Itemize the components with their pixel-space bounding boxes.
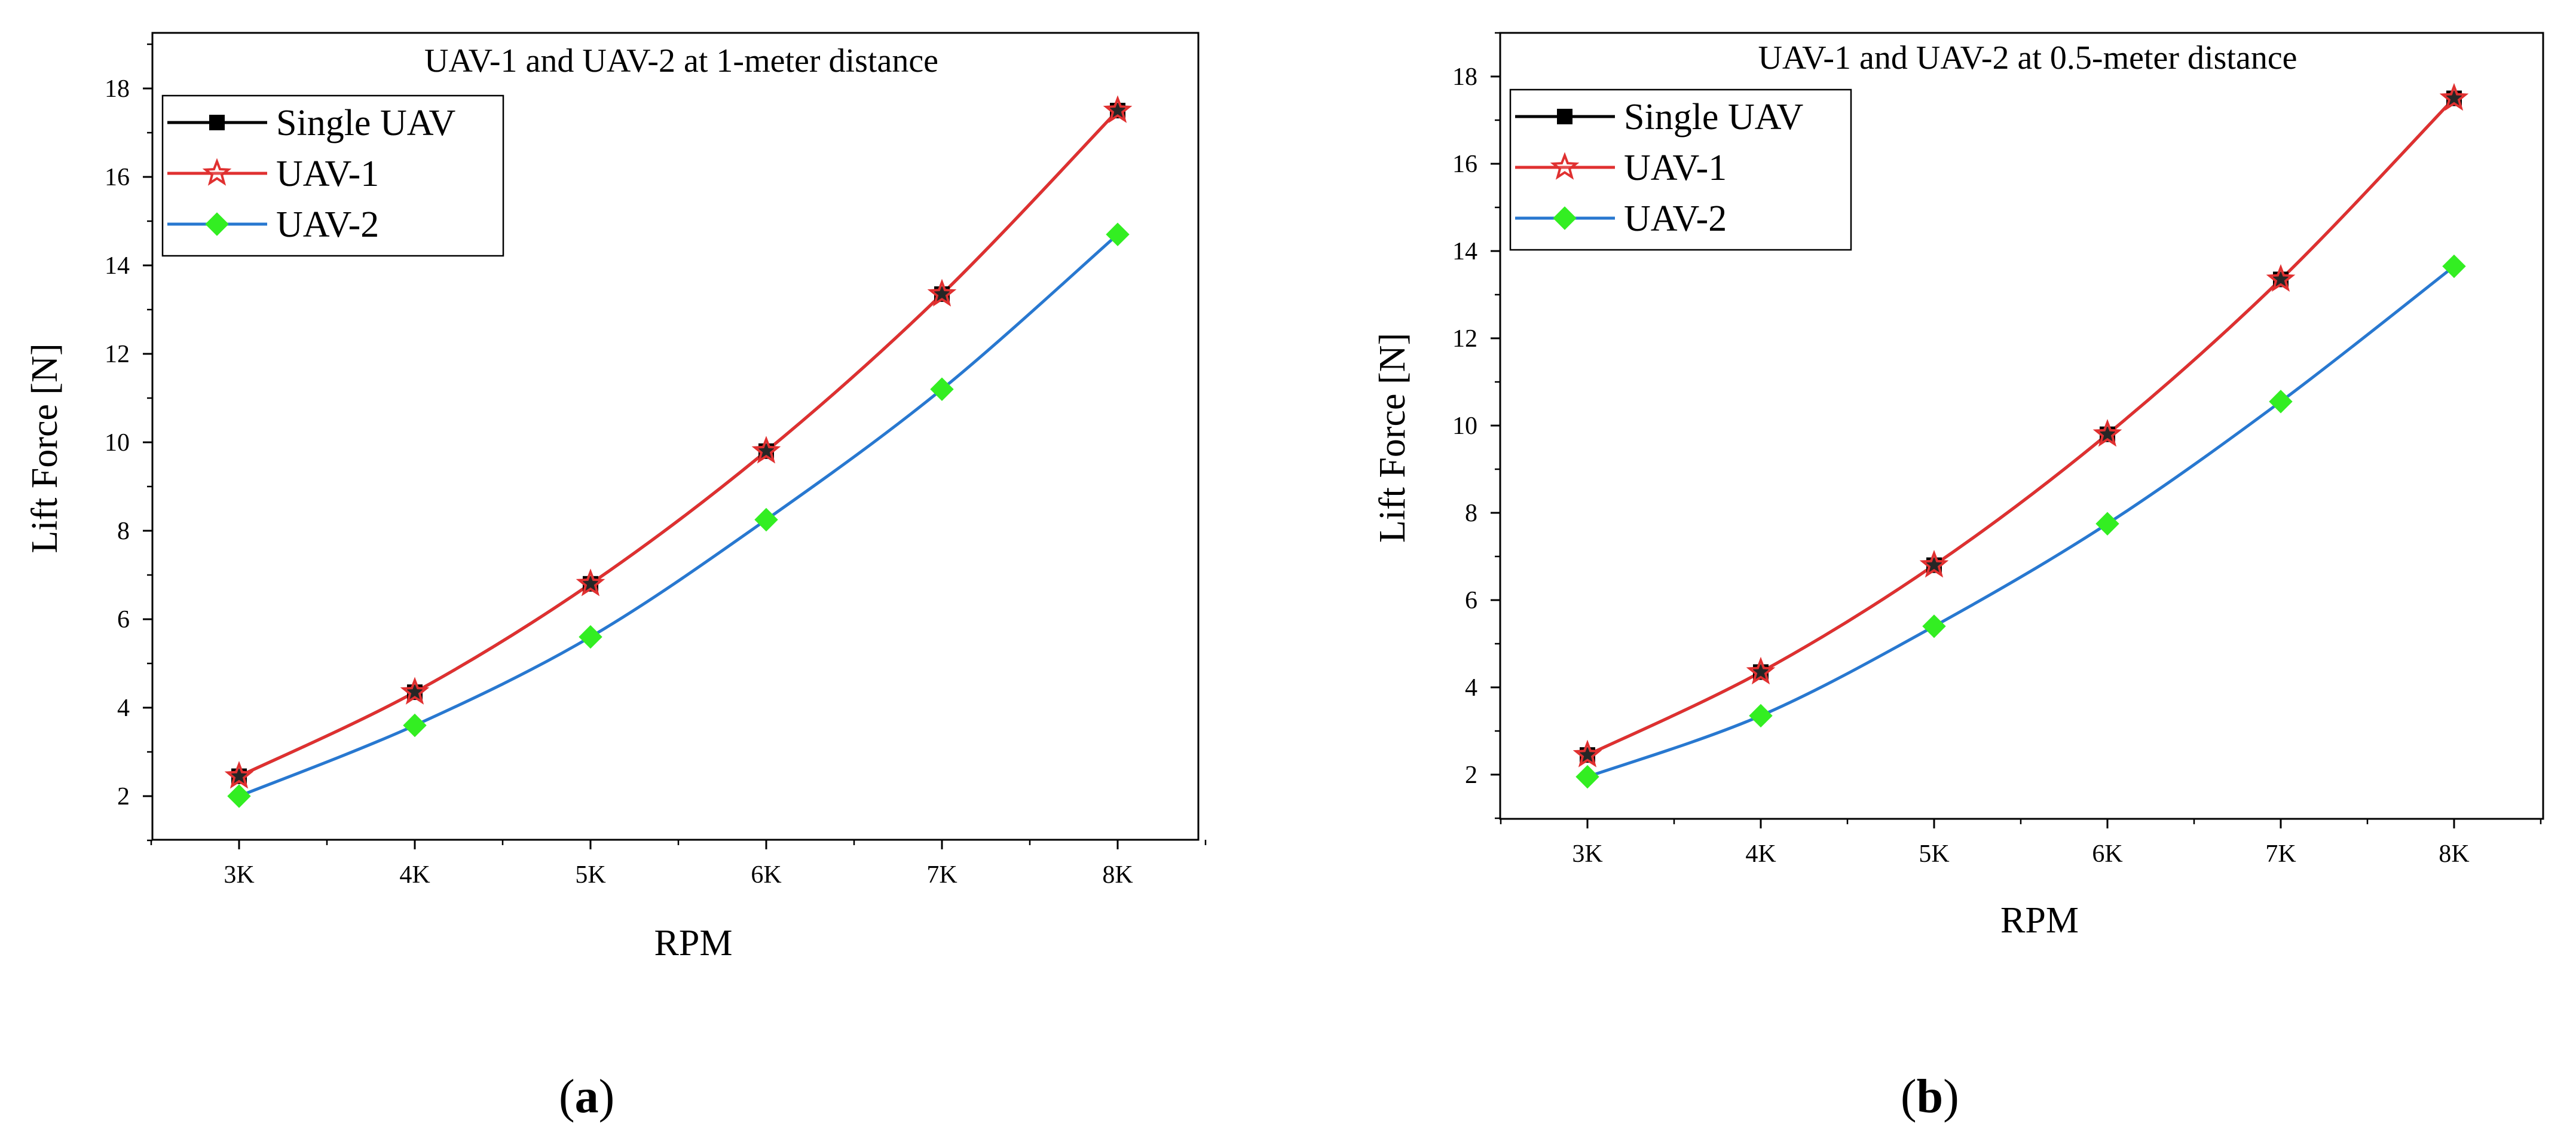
data-point-uav-1 [927,279,957,307]
y-axis-label: Lift Force [N] [1372,333,1413,543]
caption-a: (a) [559,1070,615,1123]
caption-b: (b) [1901,1070,1959,1123]
x-axis-label: RPM [2000,900,2079,941]
legend-marker-uav-2 [205,212,229,236]
data-point-uav-2 [403,713,427,738]
y-tick-label: 10 [1452,412,1477,440]
x-tick-label: 3K [1572,840,1602,868]
data-point-uav-1 [400,677,430,705]
data-point-uav-2 [2442,254,2466,279]
series-line-uav-1 [238,109,1119,778]
y-tick-label: 14 [1452,238,1477,265]
y-tick-label: 4 [117,695,130,722]
data-point-uav-1 [751,436,781,464]
plot-frame [151,32,1200,841]
x-axis-label: RPM [654,923,733,963]
y-tick-label: 12 [105,341,130,368]
data-point-uav-2 [2095,512,2119,536]
x-tick-label: 5K [1919,840,1949,868]
x-tick-label: 4K [399,861,430,889]
x-tick-label: 8K [2439,840,2469,868]
y-tick-label: 14 [105,252,130,280]
data-point-uav-2 [930,377,954,401]
data-point-uav-1 [2439,82,2469,111]
data-point-uav-1 [1103,95,1133,123]
series-line-uav-2 [238,233,1119,798]
y-tick-label: 2 [1465,761,1477,789]
legend-marker-single-uav [1557,109,1572,124]
data-point-uav-1 [576,568,605,597]
chart-title: UAV-1 and UAV-2 at 1-meter distance [424,42,938,79]
legend-marker-uav-2 [1553,206,1577,230]
legend-label-uav-2: UAV-2 [276,204,379,245]
x-tick-label: 3K [224,861,254,889]
y-tick-label: 10 [105,429,130,457]
data-point-uav-1 [2266,264,2296,292]
legend-marker-uav-1 [1550,152,1580,180]
legend-label-single-uav: Single UAV [276,103,456,143]
chart-title: UAV-1 and UAV-2 at 0.5-meter distance [1758,39,2297,77]
data-point-uav-1 [1572,739,1602,767]
x-tick-label: 6K [2092,840,2122,868]
data-point-uav-2 [227,784,251,808]
legend-marker-uav-1 [202,158,232,186]
legend-label-uav-1: UAV-1 [276,154,379,194]
x-tick-label: 4K [1745,840,1776,868]
series-line-uav-1 [1586,97,2455,757]
chart-panel-b: 2 4 6 8 10 12 14 16 18 3K 4K 5K 6K 7K 8K UAV-1 and UAV-… [1372,32,2544,941]
caption-b-letter: b [1916,1070,1944,1123]
data-point-uav-2 [1106,222,1130,246]
data-point-uav-1 [2092,418,2122,447]
y-tick-label: 16 [105,164,130,191]
y-axis-label: Lift Force [N] [25,343,65,553]
chart-panel-a: 2 4 6 8 10 12 14 16 18 3K 4K 5K 6K 7K 8K UAV-1 and UAV-… [25,32,1207,963]
data-point-uav-1 [1746,656,1776,685]
x-tick-label: 7K [2265,840,2296,868]
y-tick-label: 8 [117,518,130,545]
x-tick-label: 5K [575,861,605,889]
y-tick-label: 6 [117,606,130,634]
data-point-uav-2 [2269,390,2293,414]
data-point-uav-2 [579,625,602,649]
x-tick-label: 6K [751,861,781,889]
x-tick-label: 7K [926,861,957,889]
data-point-uav-2 [1575,764,1599,789]
data-point-uav-2 [754,507,778,532]
caption-a-letter: a [574,1070,599,1123]
legend-label-uav-1: UAV-1 [1624,148,1727,188]
y-tick-label: 18 [1452,63,1477,91]
y-tick-label: 4 [1465,674,1477,702]
x-tick-label: 8K [1102,861,1133,889]
series-line-uav-2 [1587,265,2455,779]
legend-label-single-uav: Single UAV [1624,97,1804,137]
y-tick-label: 16 [1452,151,1477,178]
data-point-uav-1 [1919,549,1949,578]
legend-marker-single-uav [209,115,225,130]
y-tick-label: 18 [105,75,130,103]
legend-label-uav-2: UAV-2 [1624,198,1727,239]
data-point-uav-1 [224,761,254,789]
data-point-uav-2 [1922,614,1946,638]
y-tick-label: 12 [1452,325,1477,353]
y-tick-label: 6 [1465,587,1477,614]
y-tick-label: 2 [117,783,130,810]
data-point-uav-2 [1749,703,1773,728]
y-tick-label: 8 [1465,500,1477,527]
